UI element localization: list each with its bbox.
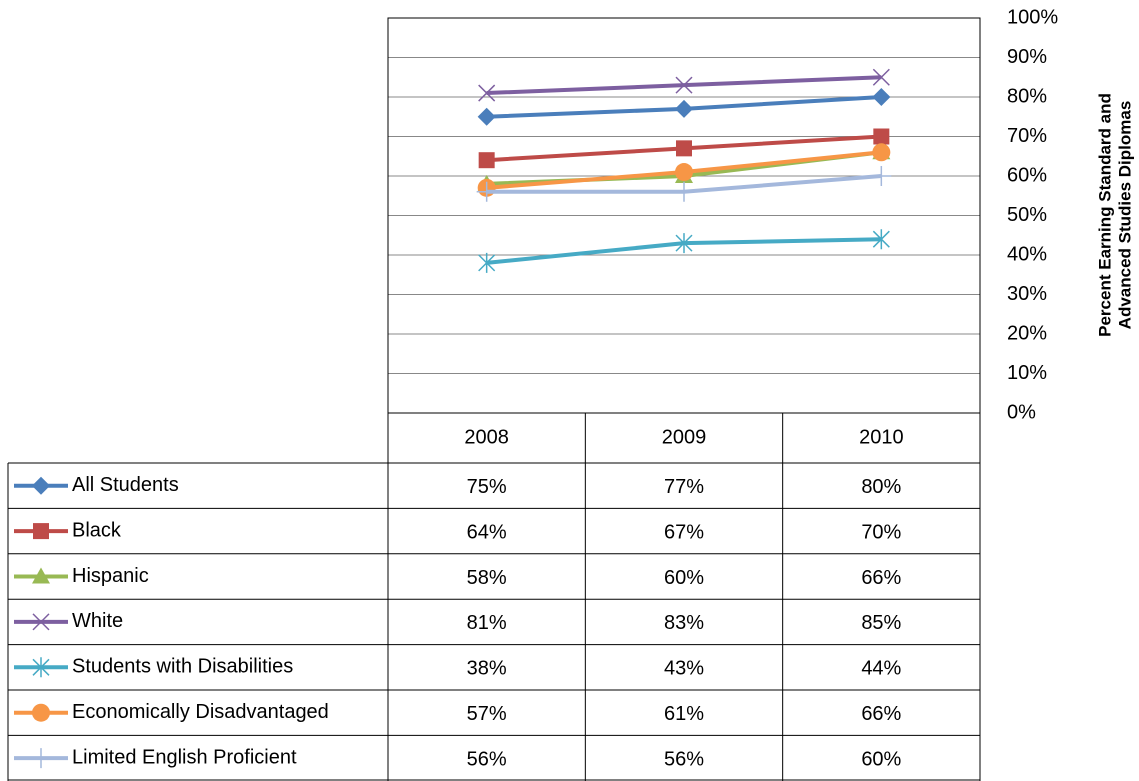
table-cell: 58% xyxy=(467,567,507,589)
marker xyxy=(872,88,891,106)
table-cell: 60% xyxy=(861,748,901,770)
marker xyxy=(873,128,890,145)
marker xyxy=(476,181,497,202)
legend-label: Students with Disabilities xyxy=(72,656,293,678)
marker xyxy=(676,140,692,157)
legend-label: Limited English Proficient xyxy=(72,746,297,768)
legend-marker xyxy=(32,476,50,495)
legend-marker xyxy=(32,567,50,584)
table-cell: 66% xyxy=(861,703,901,725)
table-cell: 66% xyxy=(861,567,901,589)
marker xyxy=(675,99,693,118)
legend-marker xyxy=(32,657,50,678)
marker xyxy=(675,76,693,94)
table-cell: 43% xyxy=(664,658,704,680)
y-tick-label: 40% xyxy=(1007,243,1047,265)
table-cell: 80% xyxy=(861,476,901,498)
y-tick-label: 70% xyxy=(1007,125,1047,147)
y-tick-label: 100% xyxy=(1007,6,1058,28)
table-cell: 56% xyxy=(664,748,704,770)
legend-label: Hispanic xyxy=(72,565,149,587)
table-cell: 60% xyxy=(664,567,704,589)
legend-label: All Students xyxy=(72,474,179,496)
table-cell: 57% xyxy=(467,703,507,725)
legend-marker xyxy=(32,703,50,722)
legend-marker xyxy=(32,613,50,631)
table-cell: 77% xyxy=(664,476,704,498)
legend-label: Black xyxy=(72,519,122,541)
legend-marker xyxy=(33,523,49,540)
y-axis-label: Percent Earning Standard and xyxy=(1095,93,1114,337)
table-cell: 81% xyxy=(467,612,507,634)
table-cell: 83% xyxy=(664,612,704,634)
y-tick-label: 20% xyxy=(1007,322,1047,344)
table-cell: 70% xyxy=(861,521,901,543)
x-tick-label: 2009 xyxy=(662,426,707,448)
legend-label: Economically Disadvantaged xyxy=(72,701,329,723)
y-tick-label: 50% xyxy=(1007,204,1047,226)
table-cell: 64% xyxy=(467,521,507,543)
table-cell: 85% xyxy=(861,612,901,634)
x-tick-label: 2010 xyxy=(859,426,904,448)
marker xyxy=(478,252,496,273)
table-cell: 38% xyxy=(467,658,507,680)
legend-label: White xyxy=(72,610,123,632)
marker xyxy=(871,166,892,186)
marker xyxy=(675,233,693,254)
marker xyxy=(477,107,496,126)
marker xyxy=(674,181,694,202)
y-tick-label: 10% xyxy=(1007,362,1047,384)
marker xyxy=(872,68,890,86)
y-tick-label: 0% xyxy=(1007,401,1036,423)
table-cell: 56% xyxy=(467,748,507,770)
x-tick-label: 2008 xyxy=(464,426,509,448)
legend-marker xyxy=(31,748,51,769)
y-tick-label: 80% xyxy=(1007,85,1047,107)
marker xyxy=(478,152,495,169)
y-tick-label: 90% xyxy=(1007,46,1047,68)
marker xyxy=(478,84,496,102)
table-cell: 44% xyxy=(861,658,901,680)
marker xyxy=(872,229,890,250)
marker xyxy=(675,163,693,182)
table-cell: 67% xyxy=(664,521,704,543)
table-cell: 61% xyxy=(664,703,704,725)
y-tick-label: 60% xyxy=(1007,164,1047,186)
table-cell: 75% xyxy=(467,476,507,498)
y-axis-label: Advanced Studies Diplomas xyxy=(1115,101,1134,330)
marker xyxy=(872,143,891,162)
y-tick-label: 30% xyxy=(1007,283,1047,305)
